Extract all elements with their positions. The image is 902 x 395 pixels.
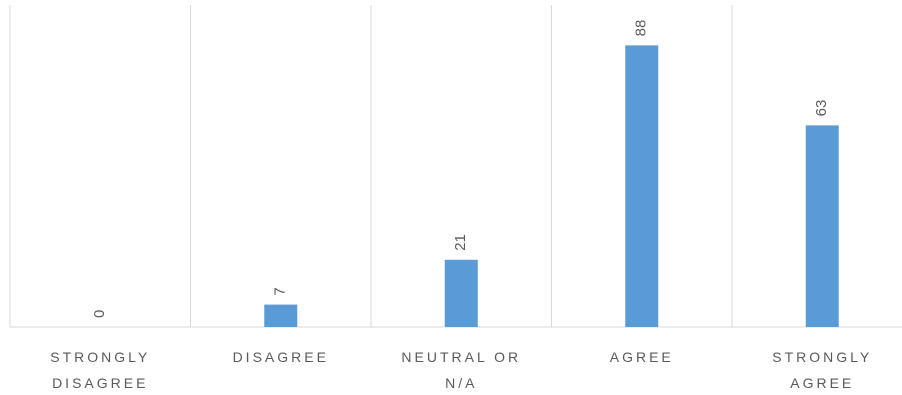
x-tick-label: STRONGLY AGREE [772, 349, 873, 391]
data-label: 63 [813, 100, 830, 117]
bar [444, 259, 478, 327]
data-label: 21 [452, 234, 469, 251]
data-label: 88 [633, 20, 650, 37]
x-tick-label: STRONGLY DISAGREE [50, 349, 151, 391]
data-label: 0 [91, 310, 108, 318]
x-tick-label: NEUTRAL OR N/A [401, 349, 522, 391]
x-tick-label: AGREE [609, 349, 674, 365]
data-label: 7 [272, 287, 289, 295]
bar [805, 125, 839, 328]
bar [625, 45, 659, 328]
x-tick-label: DISAGREE [232, 349, 329, 365]
bar [264, 304, 298, 327]
